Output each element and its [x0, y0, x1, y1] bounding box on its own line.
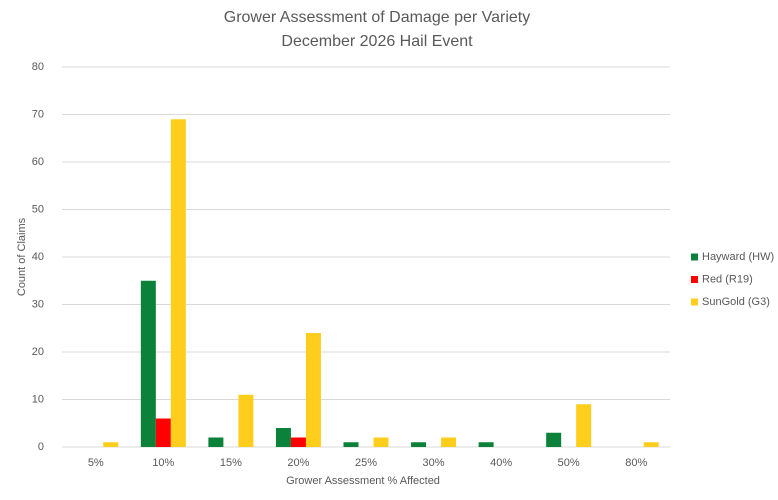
- y-tick-label: 60: [32, 156, 44, 168]
- x-tick-label: 80%: [625, 457, 647, 469]
- legend-label: Red (R19): [702, 273, 753, 285]
- bar: [208, 437, 224, 447]
- bar: [478, 442, 494, 447]
- x-tick-label: 20%: [287, 457, 309, 469]
- bar: [576, 404, 592, 447]
- bar: [305, 333, 321, 447]
- y-tick-label: 80: [32, 61, 44, 73]
- x-tick-label: 25%: [355, 457, 377, 469]
- y-tick-label: 50: [32, 203, 44, 215]
- legend-label: SunGold (G3): [702, 296, 770, 308]
- bar: [170, 119, 186, 447]
- legend-swatch: [691, 298, 698, 306]
- bar: [155, 418, 171, 447]
- bar: [546, 432, 562, 447]
- bar: [411, 442, 427, 447]
- bar: [441, 437, 457, 447]
- bar: [643, 442, 659, 447]
- x-axis-label: Grower Assessment % Affected: [286, 475, 440, 487]
- y-axis-label: Count of Claims: [16, 217, 28, 296]
- x-tick-label: 5%: [88, 457, 104, 469]
- y-tick-label: 70: [32, 108, 44, 120]
- chart-title: Grower Assessment of Damage per Variety: [224, 9, 531, 26]
- x-tick-label: 10%: [152, 457, 174, 469]
- bar: [290, 437, 306, 447]
- bar: [343, 442, 359, 447]
- y-tick-label: 0: [38, 441, 44, 453]
- y-tick-label: 10: [32, 393, 44, 405]
- x-tick-label: 30%: [423, 457, 445, 469]
- legend-label: Hayward (HW): [702, 251, 774, 263]
- bar: [238, 394, 254, 447]
- legend-swatch: [691, 276, 698, 283]
- x-tick-label: 40%: [490, 457, 512, 469]
- x-tick-label: 50%: [558, 457, 580, 469]
- y-tick-label: 40: [32, 251, 44, 263]
- bar: [140, 280, 156, 447]
- chart-subtitle: December 2026 Hail Event: [281, 33, 473, 50]
- x-tick-label: 15%: [220, 457, 242, 469]
- bar: [373, 437, 389, 447]
- y-tick-label: 20: [32, 346, 44, 358]
- legend-swatch: [691, 253, 698, 261]
- bar: [275, 428, 291, 447]
- bar: [103, 442, 119, 447]
- y-tick-label: 30: [32, 298, 44, 310]
